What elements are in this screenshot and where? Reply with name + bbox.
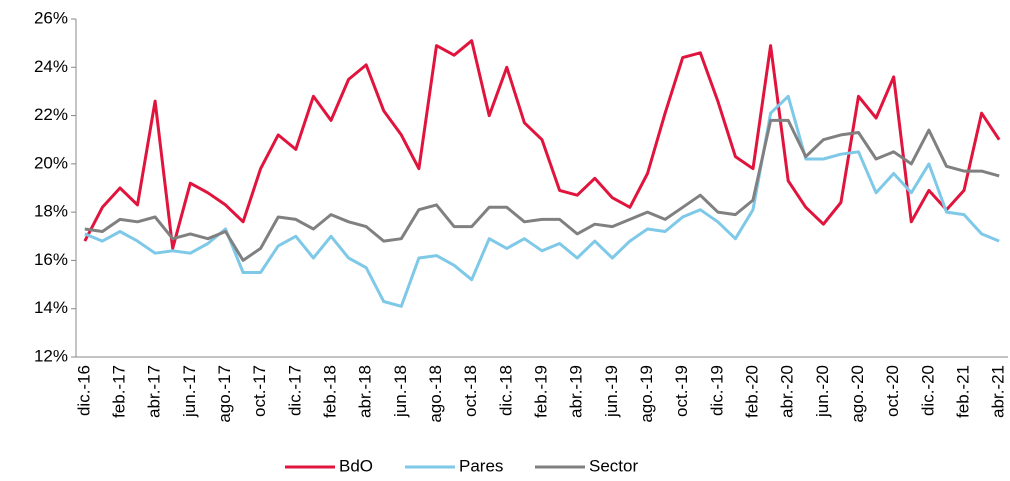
y-tick-label: 26% bbox=[34, 8, 68, 27]
series-line bbox=[84, 118, 1000, 262]
y-tick-label: 20% bbox=[34, 153, 68, 172]
x-tick-label: jun.-18 bbox=[391, 365, 410, 418]
legend-label: BdO bbox=[339, 456, 373, 475]
x-tick-label: feb.-17 bbox=[109, 365, 128, 418]
x-tick-label: abr.-20 bbox=[778, 365, 797, 418]
y-tick-label: 12% bbox=[34, 346, 68, 365]
x-tick-label: abr.-18 bbox=[356, 365, 375, 418]
y-tick-label: 18% bbox=[34, 202, 68, 221]
x-tick-label: feb.-21 bbox=[954, 365, 973, 418]
x-tick-label: ago.-17 bbox=[215, 365, 234, 423]
x-tick-label: oct.-18 bbox=[461, 365, 480, 417]
x-tick-label: jun.-20 bbox=[813, 365, 832, 418]
x-tick-label: oct.-17 bbox=[250, 365, 269, 417]
x-tick-label: dic.-18 bbox=[496, 365, 515, 416]
y-tick-label: 22% bbox=[34, 105, 68, 124]
x-tick-label: ago.-19 bbox=[637, 365, 656, 423]
x-tick-label: ago.-18 bbox=[426, 365, 445, 423]
x-tick-label: dic.-16 bbox=[74, 365, 93, 416]
x-tick-label: dic.-17 bbox=[285, 365, 304, 416]
x-tick-label: jun.-19 bbox=[602, 365, 621, 418]
x-tick-label: feb.-20 bbox=[743, 365, 762, 418]
x-tick-label: feb.-19 bbox=[531, 365, 550, 418]
x-tick-label: dic.-20 bbox=[918, 365, 937, 416]
y-tick-label: 24% bbox=[34, 57, 68, 76]
x-tick-label: abr.-17 bbox=[145, 365, 164, 418]
legend-label: Pares bbox=[459, 456, 503, 475]
x-tick-label: oct.-20 bbox=[883, 365, 902, 417]
y-tick-label: 16% bbox=[34, 250, 68, 269]
x-tick-label: oct.-19 bbox=[672, 365, 691, 417]
x-tick-label: feb.-18 bbox=[320, 365, 339, 418]
series-line bbox=[84, 94, 1000, 308]
x-tick-label: dic.-19 bbox=[707, 365, 726, 416]
y-tick-label: 14% bbox=[34, 298, 68, 317]
x-tick-label: abr.-21 bbox=[989, 365, 1008, 418]
series-line bbox=[83, 39, 1001, 250]
legend-label: Sector bbox=[589, 456, 638, 475]
x-tick-label: abr.-19 bbox=[567, 365, 586, 418]
x-tick-label: ago.-20 bbox=[848, 365, 867, 423]
x-tick-label: jun.-17 bbox=[180, 365, 199, 418]
